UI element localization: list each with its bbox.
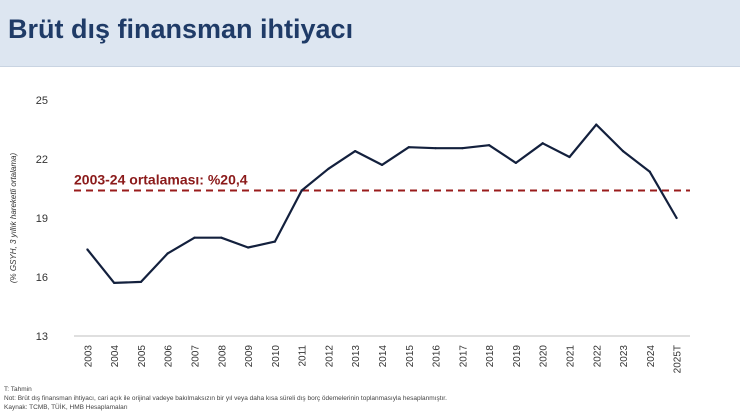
data-point — [407, 146, 410, 149]
data-point — [568, 155, 571, 159]
x-tick-label: 2013 — [351, 345, 362, 368]
x-tick-label: 2018 — [485, 345, 496, 368]
x-tick-label: 2021 — [565, 345, 576, 368]
x-tick-label: 2003 — [83, 345, 94, 368]
line-chart: (% GSYH, 3 yıllık hareketli ortalama) 13… — [9, 95, 690, 373]
data-point — [86, 248, 89, 251]
data-point — [595, 123, 598, 126]
y-tick-label: 16 — [36, 272, 48, 284]
data-point — [675, 216, 678, 220]
x-tick-label: 2011 — [298, 345, 309, 367]
x-tick-label: 2012 — [324, 345, 335, 368]
x-tick-label: 2017 — [458, 345, 469, 368]
x-tick-label: 2016 — [432, 345, 443, 368]
x-tick-label: 2004 — [110, 345, 121, 368]
data-point — [434, 147, 437, 150]
footnotes: T: Tahmin Not: Brüt dış finansman ihtiya… — [4, 385, 734, 412]
x-tick-label: 2008 — [217, 345, 228, 368]
data-point — [166, 252, 169, 255]
source-footnote: Kaynak: TCMB, TÜİK, HMB Hesaplamaları — [4, 404, 128, 411]
data-point — [113, 281, 116, 284]
data-point — [220, 236, 223, 239]
data-point — [541, 142, 544, 145]
x-tick-label: 2009 — [244, 345, 255, 368]
y-axis-label: (% GSYH, 3 yıllık hareketli ortalama) — [9, 153, 18, 284]
estimate-footnote: T: Tahmin — [4, 386, 32, 393]
page-title: Brüt dış finansman ihtiyacı — [8, 14, 354, 44]
y-tick-label: 25 — [36, 95, 48, 107]
x-tick-label: 2024 — [646, 345, 657, 368]
data-point — [488, 144, 491, 147]
x-tick-label: 2019 — [512, 345, 523, 368]
y-tick-label: 19 — [36, 213, 48, 225]
x-tick-label: 2006 — [164, 345, 175, 368]
data-point — [380, 163, 384, 166]
data-point — [461, 147, 464, 150]
data-point — [300, 189, 303, 192]
data-point — [354, 150, 357, 153]
x-tick-label: 2022 — [592, 345, 603, 368]
data-point — [648, 170, 651, 173]
x-tick-label: 2007 — [191, 345, 202, 368]
data-point — [273, 240, 276, 243]
note-footnote: Not: Brüt dış finansman ihtiyacı, cari a… — [4, 395, 447, 402]
data-point — [246, 246, 250, 249]
x-tick-label: 2014 — [378, 345, 389, 368]
data-point — [621, 150, 625, 153]
x-tick-label: 2025T — [673, 345, 684, 373]
average-reference-label: 2003-24 ortalaması: %20,4 — [74, 171, 248, 187]
x-tick-label: 2023 — [619, 345, 630, 368]
x-tick-label: 2020 — [539, 345, 550, 368]
series-line — [86, 123, 678, 284]
x-tick-label: 2010 — [271, 345, 282, 368]
data-point — [514, 161, 518, 165]
y-tick-label: 13 — [36, 331, 48, 343]
data-point — [327, 167, 330, 170]
data-point — [139, 280, 143, 284]
title-banner: Brüt dış finansman ihtiyacı — [0, 0, 740, 67]
x-tick-label: 2015 — [405, 345, 416, 368]
y-tick-label: 22 — [36, 154, 48, 166]
data-point — [193, 236, 196, 239]
x-tick-label: 2005 — [137, 345, 148, 368]
